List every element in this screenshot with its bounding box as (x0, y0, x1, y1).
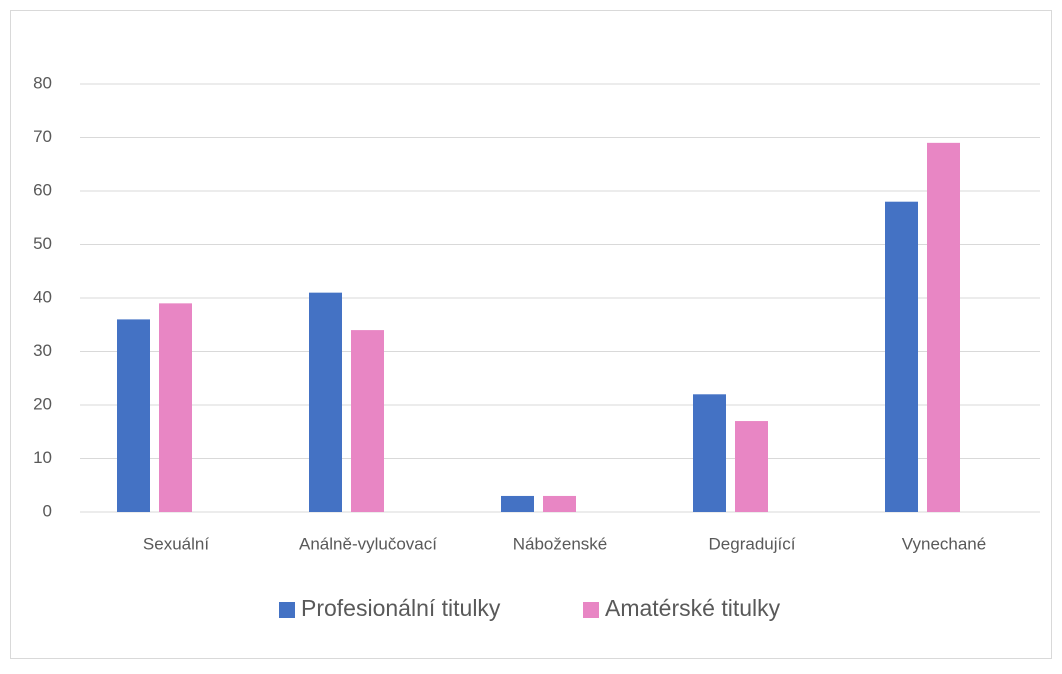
bar (159, 303, 192, 512)
y-tick-label: 10 (33, 448, 52, 467)
legend-label: Profesionální titulky (301, 595, 501, 621)
y-tick-label: 80 (33, 73, 52, 92)
y-tick-label: 70 (33, 127, 52, 146)
legend-swatch (279, 602, 295, 618)
x-tick-label: Sexuální (143, 534, 209, 553)
y-tick-label: 20 (33, 394, 52, 413)
y-tick-label: 50 (33, 234, 52, 253)
bar (885, 201, 918, 512)
x-tick-label: Náboženské (513, 534, 608, 553)
bar (351, 330, 384, 512)
bar (927, 142, 960, 512)
x-tick-label: Análně-vylučovací (299, 534, 437, 553)
bar (117, 319, 150, 512)
bar (693, 394, 726, 512)
bar (543, 495, 576, 512)
bar (735, 421, 768, 512)
y-tick-label: 40 (33, 287, 52, 306)
bar (309, 292, 342, 512)
y-tick-label: 60 (33, 180, 52, 199)
y-tick-label: 30 (33, 341, 52, 360)
legend-label: Amatérské titulky (605, 595, 781, 621)
legend-swatch (583, 602, 599, 618)
x-tick-label: Degradující (709, 534, 796, 553)
y-tick-label: 0 (43, 501, 52, 520)
x-tick-label: Vynechané (902, 534, 986, 553)
bar (501, 495, 534, 512)
